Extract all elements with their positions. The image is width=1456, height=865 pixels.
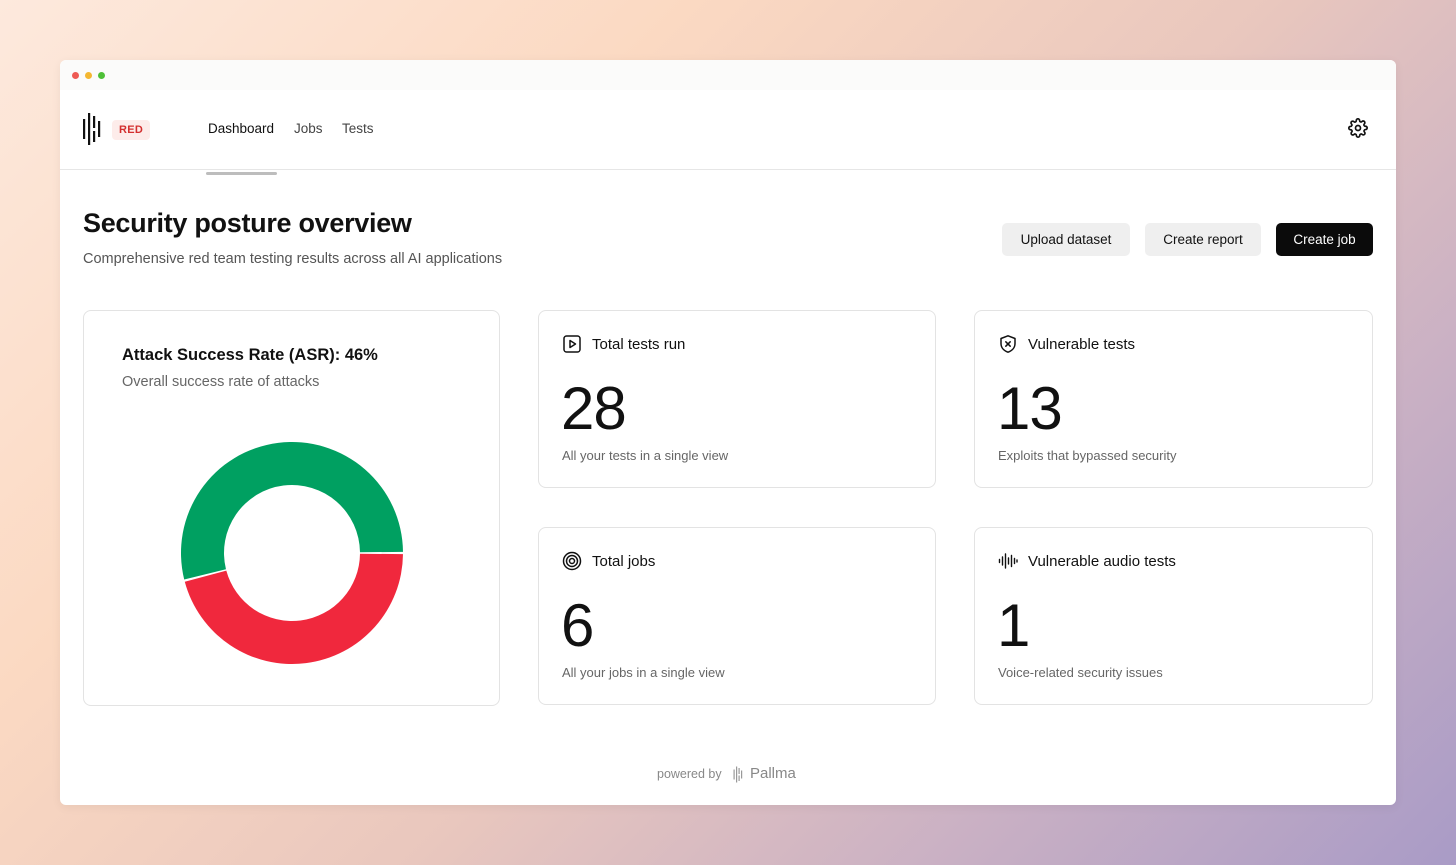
stat-card-total-tests: Total tests run 28 All your tests in a s… [538,310,936,488]
stat-description: Voice-related security issues [998,665,1163,680]
tab-jobs[interactable]: Jobs [294,121,323,136]
environment-badge: RED [112,120,151,140]
page-subtitle: Comprehensive red team testing results a… [83,251,503,267]
window-maximize-button[interactable] [98,72,105,79]
stat-value: 28 [561,375,627,442]
brand-logo-icon[interactable] [82,112,102,146]
stat-label: Vulnerable tests [1028,336,1136,353]
top-navigation: RED Dashboard Jobs Tests [60,90,1396,175]
active-tab-indicator [206,172,277,175]
stat-description: All your jobs in a single view [562,665,725,680]
stat-label: Total tests run [592,336,686,353]
asr-card: Attack Success Rate (ASR): 46% Overall s… [83,310,500,706]
stat-value: 6 [561,592,594,659]
asr-title: Attack Success Rate (ASR): 46% [122,346,378,364]
footer-powered-by: powered by Pallma [657,764,796,784]
asr-subtitle: Overall success rate of attacks [122,374,320,390]
stat-label: Vulnerable audio tests [1028,553,1176,570]
app-window: RED Dashboard Jobs Tests Security postur… [60,60,1396,805]
footer-brand[interactable]: Pallma [750,765,796,782]
tab-tests[interactable]: Tests [342,121,374,136]
page-title: Security posture overview [83,208,412,238]
target-icon [562,551,582,571]
stat-value: 1 [997,592,1030,659]
play-icon [563,335,581,353]
stat-label: Total jobs [592,553,656,570]
powered-by-text: powered by [657,767,722,781]
tab-dashboard[interactable]: Dashboard [208,121,275,136]
window-close-button[interactable] [72,72,79,79]
create-report-button[interactable]: Create report [1145,223,1261,256]
gear-icon[interactable] [1348,118,1368,138]
donut-slice-success [184,553,403,665]
stat-card-vulnerable-audio: Vulnerable audio tests 1 Voice-related s… [974,527,1373,705]
donut-slice-fail [180,442,403,580]
asr-donut-chart [180,442,403,665]
stat-description: Exploits that bypassed security [998,448,1177,463]
window-titlebar [60,60,1396,90]
upload-dataset-button[interactable]: Upload dataset [1002,223,1130,256]
stat-card-total-jobs: Total jobs 6 All your jobs in a single v… [538,527,936,705]
audio-wave-icon [998,553,1018,569]
stat-value: 13 [997,375,1063,442]
shield-x-icon [1000,335,1016,353]
stat-description: All your tests in a single view [562,448,729,463]
window-minimize-button[interactable] [85,72,92,79]
create-job-button[interactable]: Create job [1276,223,1373,256]
stat-card-vulnerable-tests: Vulnerable tests 13 Exploits that bypass… [974,310,1373,488]
pallma-logo-icon [733,766,743,783]
